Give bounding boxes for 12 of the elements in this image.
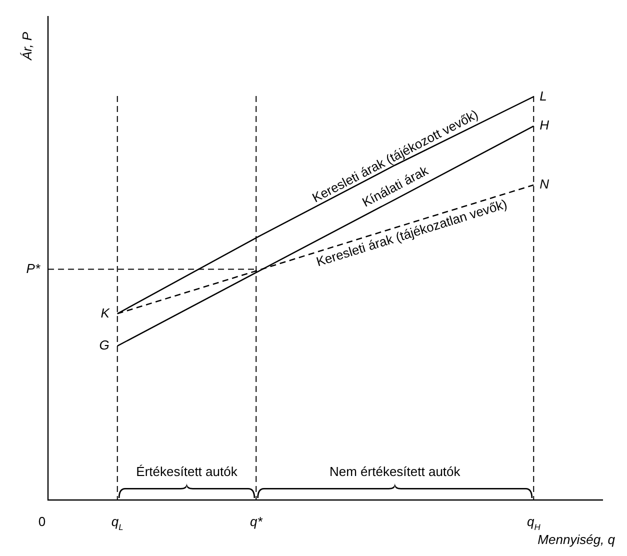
x-tick-label: q* [250,514,264,529]
text: 0 [38,514,46,529]
annotation: G [99,338,110,353]
annotation: L [540,88,547,104]
y-axis-title: Ár, P [20,32,35,62]
annotation: Értékesített autók [136,464,238,479]
annotation: Nem értékesített autók [329,464,461,479]
annotation: N [540,176,550,192]
annotation: K [100,305,111,320]
annotation: H [540,118,550,133]
x-axis-title: Mennyiség, q [538,532,616,547]
ref-line-label: P* [26,260,41,276]
